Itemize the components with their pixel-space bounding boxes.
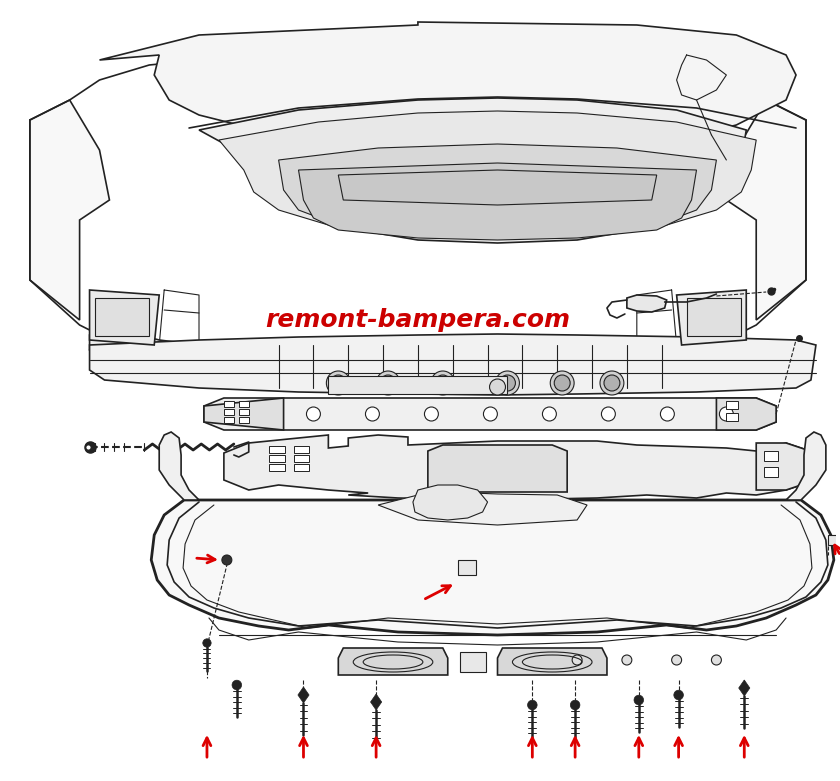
- Polygon shape: [151, 500, 834, 635]
- Circle shape: [570, 701, 580, 710]
- Polygon shape: [756, 443, 816, 490]
- Circle shape: [711, 655, 722, 665]
- Polygon shape: [627, 295, 667, 312]
- Polygon shape: [199, 98, 746, 243]
- Polygon shape: [339, 170, 657, 205]
- Polygon shape: [370, 694, 381, 710]
- Circle shape: [528, 701, 537, 710]
- Circle shape: [550, 371, 574, 395]
- Bar: [764, 451, 778, 461]
- Bar: [828, 535, 840, 545]
- Circle shape: [719, 407, 733, 421]
- Bar: [269, 446, 285, 453]
- Bar: [293, 446, 309, 453]
- Circle shape: [674, 690, 684, 700]
- Bar: [727, 401, 738, 409]
- Polygon shape: [717, 398, 776, 430]
- Circle shape: [604, 375, 620, 391]
- Circle shape: [222, 555, 232, 565]
- Polygon shape: [637, 330, 746, 380]
- Bar: [224, 417, 234, 423]
- Polygon shape: [90, 290, 160, 345]
- Polygon shape: [30, 100, 109, 320]
- Circle shape: [554, 375, 570, 391]
- Circle shape: [622, 655, 632, 665]
- Bar: [224, 409, 234, 415]
- Polygon shape: [727, 100, 806, 320]
- Circle shape: [600, 371, 624, 395]
- Circle shape: [232, 680, 242, 690]
- Polygon shape: [298, 687, 309, 703]
- Bar: [293, 464, 309, 471]
- Bar: [239, 409, 249, 415]
- Bar: [764, 467, 778, 477]
- Circle shape: [424, 407, 438, 421]
- Circle shape: [496, 371, 519, 395]
- Polygon shape: [160, 432, 199, 500]
- Circle shape: [202, 639, 211, 647]
- Bar: [269, 464, 285, 471]
- Circle shape: [435, 375, 451, 391]
- Polygon shape: [224, 435, 816, 500]
- Circle shape: [634, 695, 643, 704]
- Polygon shape: [413, 485, 487, 520]
- Polygon shape: [298, 163, 696, 240]
- Bar: [459, 652, 486, 672]
- Polygon shape: [428, 445, 567, 492]
- Polygon shape: [339, 648, 448, 675]
- Circle shape: [500, 375, 516, 391]
- Polygon shape: [90, 330, 199, 380]
- Polygon shape: [738, 680, 750, 696]
- Circle shape: [431, 371, 454, 395]
- Polygon shape: [676, 290, 746, 345]
- Polygon shape: [204, 398, 284, 430]
- Circle shape: [327, 371, 350, 395]
- Bar: [458, 560, 475, 575]
- Polygon shape: [497, 648, 607, 675]
- Bar: [239, 417, 249, 423]
- Circle shape: [484, 407, 497, 421]
- Bar: [686, 298, 741, 336]
- Circle shape: [543, 407, 556, 421]
- Bar: [293, 455, 309, 462]
- Circle shape: [672, 655, 681, 665]
- Circle shape: [490, 379, 506, 395]
- Bar: [727, 413, 738, 421]
- Text: remont-bampera.com: remont-bampera.com: [265, 308, 570, 332]
- Bar: [224, 401, 234, 407]
- Bar: [269, 455, 285, 462]
- Polygon shape: [219, 111, 756, 235]
- Circle shape: [572, 655, 582, 665]
- Circle shape: [365, 407, 380, 421]
- Polygon shape: [378, 492, 587, 525]
- Polygon shape: [786, 432, 826, 500]
- Polygon shape: [99, 22, 796, 150]
- Bar: [239, 401, 249, 407]
- Polygon shape: [279, 144, 717, 238]
- Circle shape: [380, 375, 396, 391]
- Bar: [95, 298, 150, 336]
- Circle shape: [601, 407, 616, 421]
- Bar: [328, 376, 507, 394]
- Polygon shape: [90, 334, 816, 395]
- Circle shape: [330, 375, 346, 391]
- Circle shape: [307, 407, 320, 421]
- Polygon shape: [204, 398, 776, 430]
- Circle shape: [376, 371, 400, 395]
- Circle shape: [660, 407, 675, 421]
